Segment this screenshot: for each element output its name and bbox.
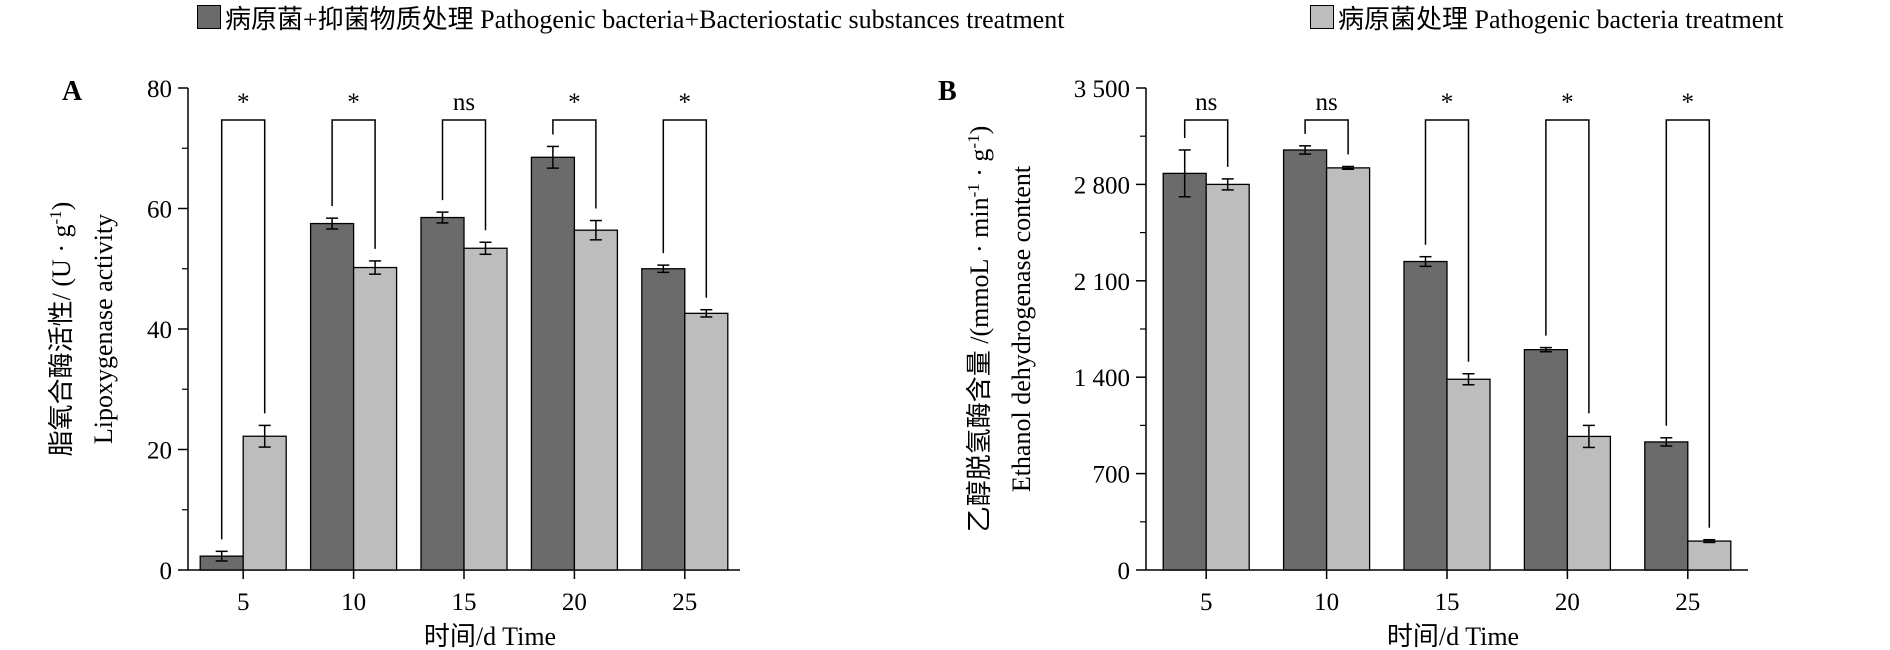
bar xyxy=(309,222,355,571)
significance-bracket xyxy=(662,119,708,298)
y-axis-title-en: Ethanol dehydrogenase content xyxy=(1007,165,1036,492)
legend-item-control: 病原菌处理 Pathogenic bacteria treatment xyxy=(1310,2,1783,34)
significance-bracket xyxy=(441,119,487,231)
legend: 病原菌+抑菌物质处理 Pathogenic bacteria+Bacterios… xyxy=(0,0,1890,36)
x-tick-label: 15 xyxy=(1435,589,1460,616)
y-tick-label: 60 xyxy=(147,197,172,224)
y-tick-label: 40 xyxy=(147,317,172,344)
x-tick-label: 20 xyxy=(562,589,587,616)
bar xyxy=(1566,435,1612,571)
significance-bracket xyxy=(331,119,376,249)
panel-a: 0 20 40 60 80 5 10 15 20 25 * * ns * * A 时间/d Time 脂氧合酶活性… xyxy=(46,76,740,650)
y-axis-title-part: 脂氧合酶活性/ (U · g xyxy=(47,225,76,457)
panel-b: 0 700 1 400 2 100 2 800 3 500 5 10 15 20 25 ns ns * * *… xyxy=(938,76,1748,650)
significance-label: ns xyxy=(1195,89,1217,116)
bar xyxy=(1325,167,1371,571)
bar xyxy=(1205,183,1250,571)
legend-label-treated: 病原菌+抑菌物质处理 Pathogenic bacteria+Bacterios… xyxy=(225,4,1065,34)
x-tick-label: 15 xyxy=(452,589,477,616)
legend-swatch-treated xyxy=(197,5,221,29)
y-axis-title-part: ) xyxy=(965,126,994,135)
y-tick-label: 700 xyxy=(1093,462,1131,489)
bar xyxy=(1687,540,1732,571)
bar xyxy=(1446,378,1491,571)
y-tick-label: 20 xyxy=(147,438,172,465)
significance-label: ns xyxy=(453,89,475,116)
significance-label: * xyxy=(1561,89,1574,116)
y-tick-label: 0 xyxy=(160,558,173,585)
bar xyxy=(530,156,576,571)
y-tick-label: 2 100 xyxy=(1074,269,1130,296)
bar xyxy=(1162,172,1207,571)
significance-bracket xyxy=(1183,119,1229,167)
x-tick-label: 5 xyxy=(237,589,250,616)
significance-label: * xyxy=(1441,89,1454,116)
bar xyxy=(684,312,729,571)
significance-bracket xyxy=(1304,119,1349,155)
bar xyxy=(1523,349,1569,571)
significance-label: * xyxy=(1682,89,1695,116)
y-axis-title-part: 乙醇脱氢酶含量 /(mmoL · min xyxy=(965,197,994,532)
y-axis-title-en: Lipoxygenase activity xyxy=(89,214,118,444)
y-axis-title-superscript: -1 xyxy=(46,210,65,224)
y-tick-label: 2 800 xyxy=(1074,172,1130,199)
significance-label: * xyxy=(347,89,360,116)
significance-bracket xyxy=(1545,119,1590,414)
bar xyxy=(641,268,686,571)
x-tick-label: 5 xyxy=(1200,589,1213,616)
bar xyxy=(352,266,398,571)
significance-label: * xyxy=(568,89,581,116)
legend-label-control: 病原菌处理 Pathogenic bacteria treatment xyxy=(1338,4,1784,34)
x-axis-title: 时间/d Time xyxy=(1387,622,1519,650)
legend-swatch-control xyxy=(1310,5,1334,29)
significance-bracket xyxy=(1424,119,1470,362)
panel-label: B xyxy=(938,76,957,107)
y-tick-label: 80 xyxy=(147,76,172,103)
bar xyxy=(1282,149,1328,571)
x-tick-label: 20 xyxy=(1555,589,1580,616)
y-tick-label: 3 500 xyxy=(1074,76,1130,103)
y-tick-label: 0 xyxy=(1118,558,1131,585)
x-axis-title: 时间/d Time xyxy=(424,622,556,650)
bar xyxy=(1403,260,1448,571)
panel-label: A xyxy=(62,76,83,107)
x-tick-label: 10 xyxy=(1314,589,1339,616)
x-tick-label: 10 xyxy=(341,589,366,616)
bar xyxy=(1644,441,1689,571)
bar xyxy=(463,247,508,571)
y-axis-title-cn: 乙醇脱氢酶含量 /(mmoL · min-1 · g-1) xyxy=(964,126,995,533)
x-tick-label: 25 xyxy=(1675,589,1700,616)
x-tick-label: 25 xyxy=(672,589,697,616)
significance-bracket xyxy=(552,119,597,209)
y-axis-title-cn: 脂氧合酶活性/ (U · g-1) xyxy=(46,202,77,457)
bar xyxy=(420,216,465,571)
significance-label: * xyxy=(679,89,692,116)
significance-bracket xyxy=(220,119,266,540)
legend-item-treated: 病原菌+抑菌物质处理 Pathogenic bacteria+Bacterios… xyxy=(197,2,1064,34)
significance-bracket xyxy=(1665,119,1711,528)
significance-label: * xyxy=(237,89,250,116)
y-axis-title-part: ) xyxy=(47,202,76,211)
y-axis-title-superscript: -1 xyxy=(964,183,983,197)
y-tick-label: 1 400 xyxy=(1074,365,1130,392)
significance-label: ns xyxy=(1315,89,1337,116)
bar xyxy=(242,435,287,571)
y-axis-title-superscript: -1 xyxy=(964,134,983,148)
y-axis-title-part: · g xyxy=(965,149,994,184)
bar xyxy=(573,229,619,571)
